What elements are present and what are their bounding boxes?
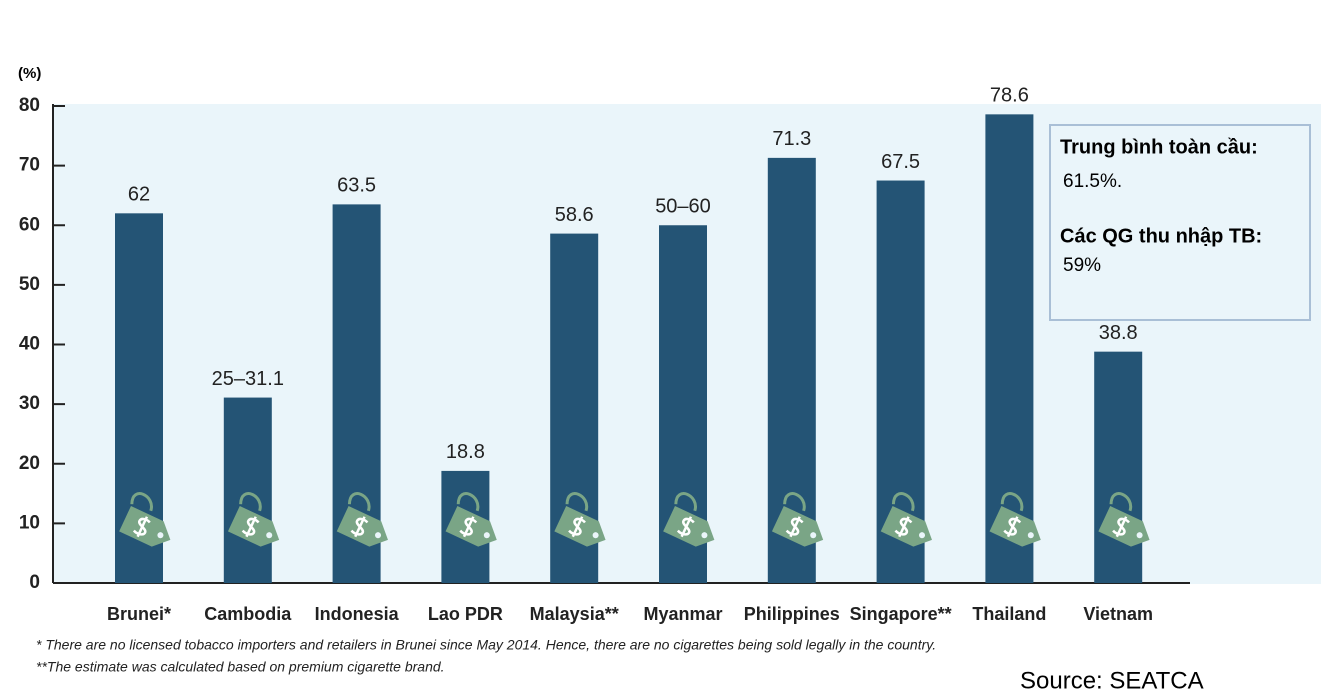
tag-hole [810,532,817,539]
footnote: * There are no licensed tobacco importer… [36,637,936,653]
x-tick-label: Singapore** [850,604,952,624]
dollar-sign [894,516,913,538]
y-tick-label: 60 [19,214,40,235]
tag-hole [375,532,382,539]
dollar-sign [785,516,804,538]
x-tick-label: Indonesia [315,604,400,624]
annotation-text: 61.5%. [1063,171,1122,192]
x-tick-label: Lao PDR [428,604,503,624]
tag-hole [483,532,490,539]
annotation-heading: Trung bình toàn cầu: [1060,136,1258,158]
tag-hole [701,532,708,539]
tag-string [130,492,153,512]
value-label: 58.6 [555,204,594,226]
tag-body [336,506,388,547]
value-label: 63.5 [337,175,376,197]
y-tick-label: 70 [19,155,40,176]
tag-body [227,506,280,547]
tag-body [445,506,497,547]
tag-string [565,492,589,512]
y-axis-label: (%) [18,65,41,82]
y-tick-label: 30 [19,393,40,414]
price-tag-icon [1098,492,1150,547]
price-tag-icon [336,492,388,547]
tag-string [1000,492,1024,512]
tag-string [891,492,915,512]
x-tick-label: Thailand [972,604,1046,624]
tag-body [554,506,606,547]
price-tag-icon [227,492,280,547]
value-label: 78.6 [990,85,1029,107]
tag-body [771,506,824,547]
dollar-sign [350,516,369,538]
tag-string [347,492,371,512]
price-tag-icon [445,492,497,547]
tag-hole [266,532,273,539]
tag-hole [592,532,599,539]
tag-hole [157,532,164,539]
price-tag-icon [663,492,715,547]
footnote: **The estimate was calculated based on p… [36,659,445,675]
price-tag-icon [880,492,932,547]
value-label: 71.3 [772,128,811,150]
bar [223,397,272,583]
tag-body [663,506,715,547]
dollar-sign [241,516,260,538]
price-tag-icon [119,492,171,547]
x-tick-label: Philippines [744,604,840,624]
bar [1094,351,1143,583]
x-tick-label: Malaysia** [530,604,619,624]
tag-string [674,492,697,512]
price-tag-icon [989,492,1041,547]
annotation-heading: Các QG thu nhập TB: [1060,225,1262,247]
tag-hole [1027,532,1034,539]
x-tick-label: Myanmar [643,604,722,624]
value-label: 38.8 [1099,322,1138,344]
tag-body [1098,506,1150,547]
y-tick-label: 10 [19,512,40,533]
x-tick-label: Vietnam [1083,604,1153,624]
dollar-sign [132,516,151,538]
dollar-sign [1112,516,1130,538]
tag-string [783,492,806,512]
price-tag-icon [554,492,606,547]
dollar-sign [568,516,586,538]
x-tick-label: Cambodia [204,604,292,624]
tag-body [989,506,1041,547]
value-label: 50–60 [655,196,711,218]
y-tick-label: 50 [19,274,40,295]
tag-body [119,506,171,547]
tag-string [456,492,480,512]
dollar-sign [676,516,695,538]
tag-string [239,492,262,512]
annotation-text: 59% [1063,255,1101,276]
price-tag-icon [771,492,824,547]
bar [985,114,1034,583]
source: Source: SEATCA [1020,667,1204,694]
value-label: 62 [128,184,150,206]
value-label: 25–31.1 [212,368,284,390]
value-label: 67.5 [881,151,920,173]
tag-body [880,506,932,547]
annotation-box [1049,124,1311,321]
tag-string [1109,492,1133,512]
value-label: 18.8 [446,441,485,463]
tag-hole [1136,532,1143,539]
x-tick-label: Brunei* [107,604,171,624]
y-tick-label: 0 [29,572,40,593]
y-tick-label: 20 [19,453,40,474]
dollar-sign [459,516,478,538]
y-tick-label: 80 [19,95,40,116]
y-tick-label: 40 [19,334,40,355]
tag-hole [919,532,926,539]
dollar-sign [1003,516,1022,538]
